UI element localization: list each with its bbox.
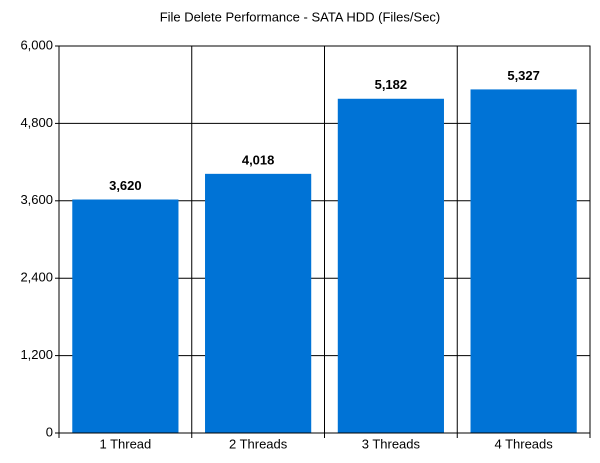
y-tick-label: 4,800 [20,115,53,130]
value-label: 5,327 [507,68,540,83]
y-tick-label: 3,600 [20,192,53,207]
value-label: 4,018 [242,152,275,167]
y-tick-label: 0 [46,424,53,439]
value-label: 3,620 [109,178,142,193]
x-tick-label: 1 Thread [99,436,151,451]
bar [72,199,179,433]
y-tick-label: 1,200 [20,347,53,362]
value-label: 5,182 [375,77,408,92]
plot-frame [58,45,591,434]
bar [205,173,312,434]
y-tick-label: 6,000 [20,37,53,52]
bar [337,98,444,434]
x-tick-label: 3 Threads [362,436,421,451]
x-tick-label: 2 Threads [229,436,288,451]
bar [470,89,577,433]
chart-title: File Delete Performance - SATA HDD (File… [160,9,441,24]
x-tick-label: 4 Threads [494,436,553,451]
y-tick-label: 2,400 [20,270,53,285]
